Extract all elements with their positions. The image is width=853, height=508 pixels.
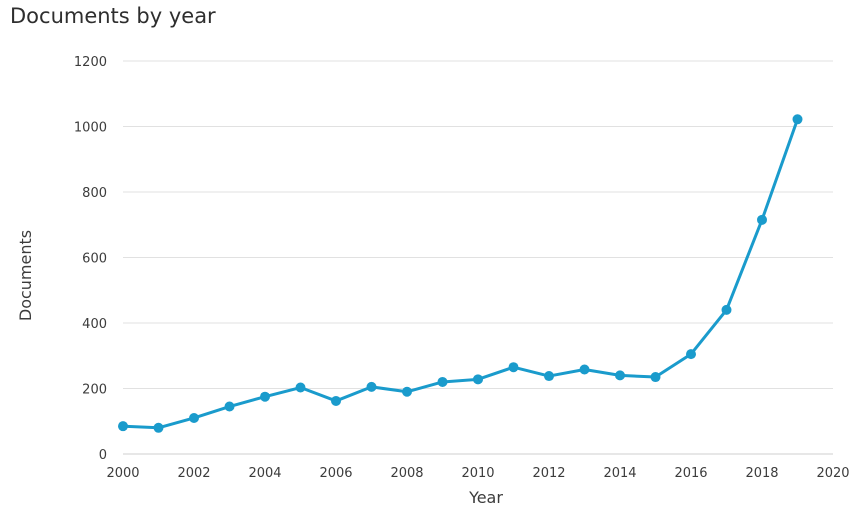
data-point-2001[interactable] bbox=[153, 422, 164, 433]
data-point-2000[interactable] bbox=[118, 421, 128, 432]
data-point-2019[interactable] bbox=[792, 114, 803, 125]
x-tick-label: 2010 bbox=[461, 466, 494, 481]
data-point-2007[interactable] bbox=[366, 381, 377, 392]
data-point-2016[interactable] bbox=[686, 349, 696, 360]
x-tick-label: 2014 bbox=[603, 466, 636, 481]
x-tick-label: 2004 bbox=[248, 466, 281, 481]
x-tick-label: 2020 bbox=[816, 466, 849, 481]
y-tick-label: 1000 bbox=[74, 121, 107, 136]
x-tick-label: 2002 bbox=[177, 466, 210, 481]
data-point-2006[interactable] bbox=[331, 395, 341, 406]
y-tick-label: 400 bbox=[82, 317, 107, 332]
chart-title: Documents by year bbox=[10, 4, 216, 28]
data-point-2002[interactable] bbox=[189, 412, 199, 423]
x-tick-label: 2000 bbox=[106, 466, 139, 481]
x-axis-ticks: 2000 2002 2004 2006 2008 2010 2012 2014 2016 2018… bbox=[106, 466, 849, 481]
y-tick-label: 1200 bbox=[74, 55, 107, 70]
series-points bbox=[118, 114, 803, 433]
y-axis-ticks: 0 200 400 600 800 1000 1200 bbox=[74, 55, 107, 463]
series-lines bbox=[122, 118, 799, 430]
data-point-2008[interactable] bbox=[402, 386, 412, 397]
data-point-2003[interactable] bbox=[224, 401, 235, 412]
data-point-2013[interactable] bbox=[579, 364, 590, 375]
y-axis-label: Documents bbox=[16, 230, 35, 321]
y-tick-label: 200 bbox=[82, 383, 107, 398]
data-point-2005[interactable] bbox=[295, 382, 306, 393]
series-line-0 bbox=[122, 118, 799, 430]
data-point-2012[interactable] bbox=[544, 371, 554, 382]
y-tick-label: 0 bbox=[99, 448, 107, 463]
x-axis-label: Year bbox=[468, 488, 503, 507]
data-point-2014[interactable] bbox=[615, 370, 625, 381]
data-point-2017[interactable] bbox=[721, 304, 732, 315]
x-tick-label: 2008 bbox=[390, 466, 423, 481]
y-tick-label: 800 bbox=[82, 186, 107, 201]
data-point-2015[interactable] bbox=[650, 372, 661, 383]
x-tick-label: 2006 bbox=[319, 466, 352, 481]
y-tick-label: 600 bbox=[82, 252, 107, 267]
data-point-2011[interactable] bbox=[508, 362, 519, 373]
x-tick-label: 2012 bbox=[532, 466, 565, 481]
data-point-2009[interactable] bbox=[437, 376, 448, 387]
data-point-2004[interactable] bbox=[260, 391, 270, 402]
grid-lines bbox=[123, 60, 833, 455]
x-tick-label: 2016 bbox=[674, 466, 707, 481]
data-point-2010[interactable] bbox=[473, 374, 483, 385]
data-point-2018[interactable] bbox=[757, 214, 767, 225]
x-tick-label: 2018 bbox=[745, 466, 778, 481]
